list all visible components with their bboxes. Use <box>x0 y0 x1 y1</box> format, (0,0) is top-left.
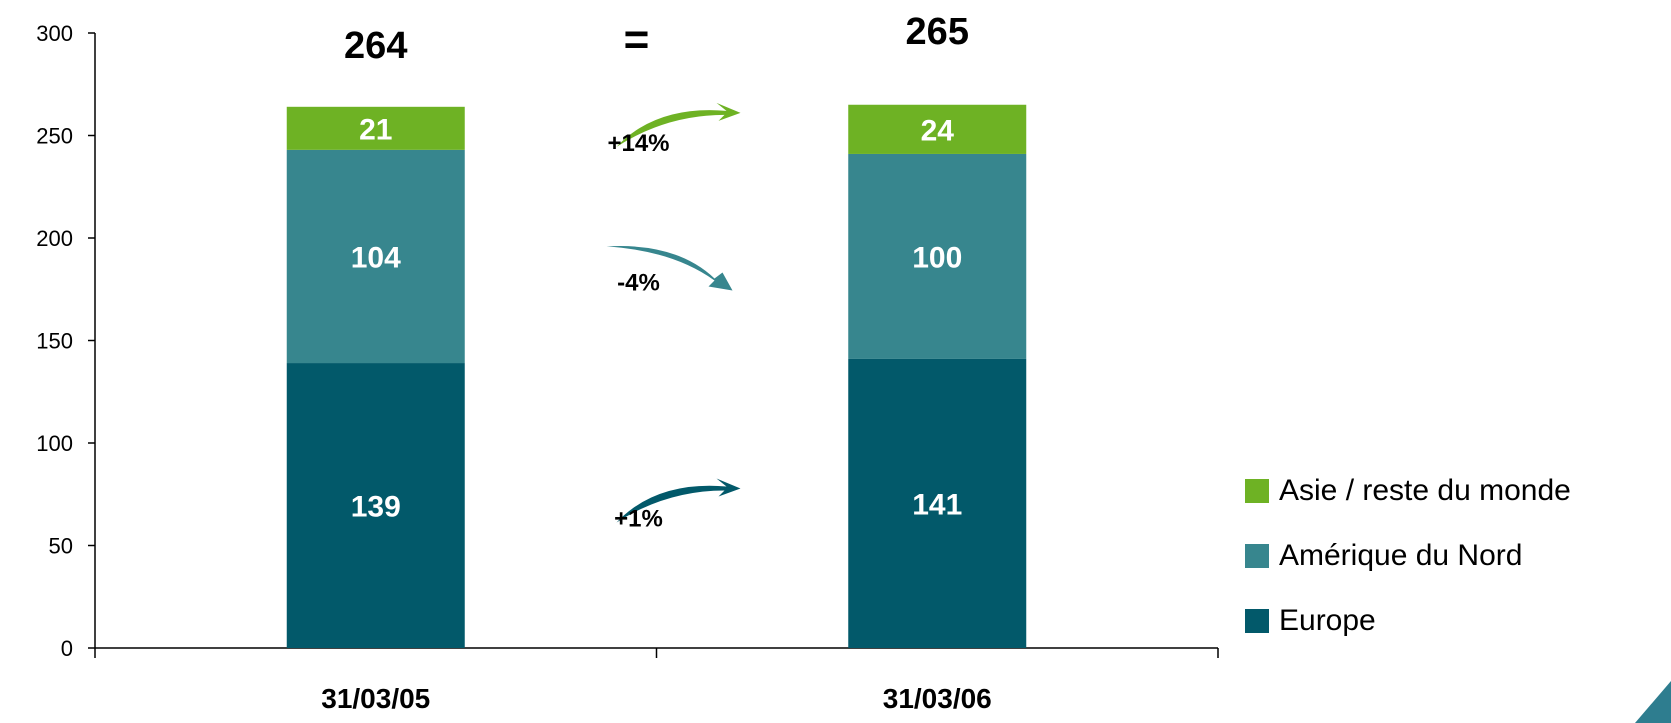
legend-label-asie: Asie / reste du monde <box>1279 473 1571 507</box>
legend-swatch-amerique <box>1245 543 1269 568</box>
bar-segment <box>848 104 1027 154</box>
y-tick-label: 100 <box>36 431 73 456</box>
x-tick-label: 31/03/06 <box>883 683 992 714</box>
y-tick-label: 0 <box>61 636 73 661</box>
data-label: 141 <box>912 488 962 521</box>
y-tick-label: 150 <box>36 329 73 354</box>
data-label: 100 <box>912 241 962 274</box>
bar-segment <box>286 363 465 648</box>
change-label: +1% <box>614 506 663 533</box>
y-tick-label: 50 <box>49 534 73 559</box>
change-label: +14% <box>607 130 669 157</box>
change-arrow <box>616 102 741 147</box>
legend-swatch-asie <box>1245 478 1269 503</box>
total-label: 265 <box>906 11 969 53</box>
data-label: 21 <box>359 113 392 146</box>
y-tick-label: 250 <box>36 124 73 149</box>
data-label: 24 <box>921 114 955 147</box>
bar-segment <box>286 106 465 150</box>
change-arrow <box>616 478 741 523</box>
change-label: -4% <box>617 269 660 296</box>
legend-item-asie: Asie / reste du monde <box>1245 458 1571 523</box>
y-tick-label: 300 <box>36 21 73 46</box>
total-label: 264 <box>344 25 407 67</box>
legend-swatch-europe <box>1245 608 1269 633</box>
legend-item-amerique: Amérique du Nord <box>1245 523 1571 588</box>
bar-segment <box>848 358 1027 648</box>
corner-decoration <box>1635 681 1671 723</box>
legend-label-europe: Europe <box>1279 603 1376 637</box>
data-label: 104 <box>351 241 401 274</box>
data-label: 139 <box>351 491 401 524</box>
y-tick-label: 200 <box>36 226 73 251</box>
x-tick-label: 31/03/05 <box>321 683 430 714</box>
legend-label-amerique: Amérique du Nord <box>1279 538 1523 572</box>
total-change-label: = <box>624 15 650 64</box>
bar-segment <box>848 153 1027 359</box>
legend: Asie / reste du monde Amérique du Nord E… <box>1245 458 1571 653</box>
change-arrow <box>606 246 733 291</box>
bar-segment <box>286 149 465 364</box>
legend-item-europe: Europe <box>1245 588 1571 653</box>
